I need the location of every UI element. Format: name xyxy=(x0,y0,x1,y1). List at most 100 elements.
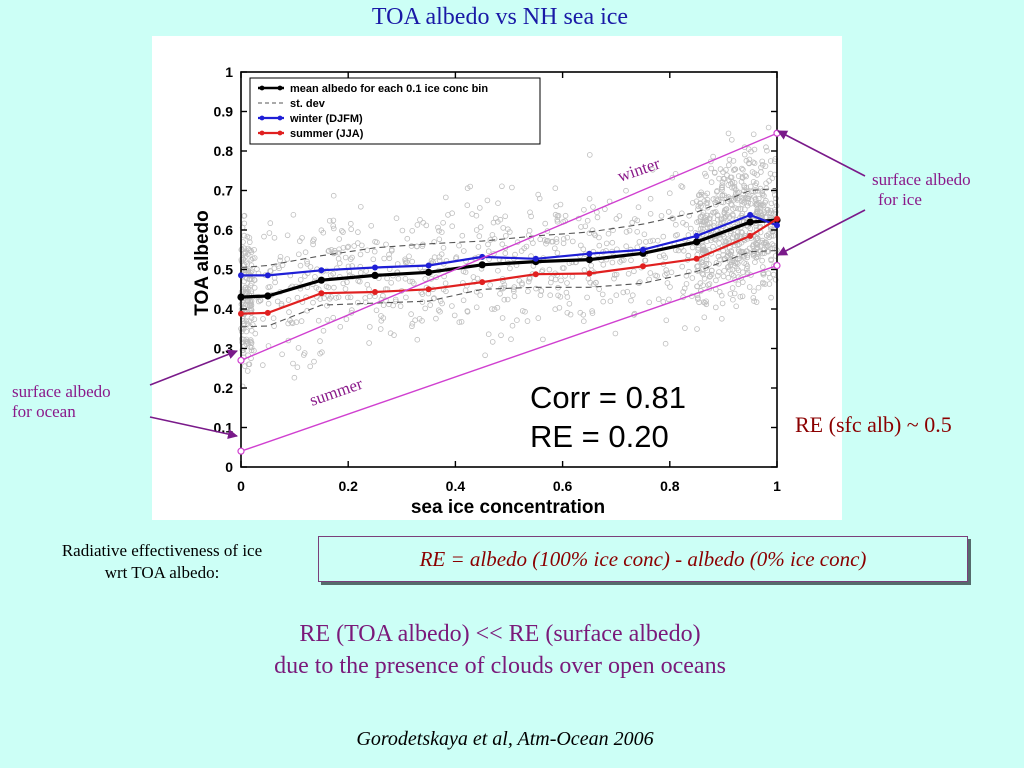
scatter-point xyxy=(717,166,724,172)
legend-label: winter (DJFM) xyxy=(289,113,363,125)
x-tick-label: 0.8 xyxy=(660,478,680,494)
surface-albedo-ice-label: surface albedo for ice xyxy=(872,170,971,210)
scatter-point xyxy=(636,239,643,245)
scatter-point xyxy=(537,236,543,243)
scatter-point xyxy=(557,293,564,300)
scatter-point xyxy=(475,244,482,250)
scatter-point xyxy=(546,266,553,273)
scatter-point xyxy=(428,257,435,264)
scatter-point xyxy=(326,218,333,224)
legend-label: mean albedo for each 0.1 ice conc bin xyxy=(290,83,488,95)
scatter-point xyxy=(689,275,696,281)
scatter-point xyxy=(248,340,255,346)
scatter-point xyxy=(718,184,725,191)
series-line xyxy=(240,217,778,315)
surface-albedo-ocean-label: surface albedo for ocean xyxy=(12,382,111,422)
y-tick-label: 0.2 xyxy=(214,380,234,396)
scatter-point xyxy=(772,209,779,215)
series-point xyxy=(586,250,593,257)
scatter-point xyxy=(399,227,406,234)
scatter-point xyxy=(417,217,423,223)
scatter-point xyxy=(770,228,776,234)
scatter-point xyxy=(358,242,365,249)
scatter-point xyxy=(767,158,774,164)
scatter-point xyxy=(270,315,277,322)
scatter-point xyxy=(620,257,627,263)
series-point xyxy=(371,271,379,279)
scatter-point xyxy=(739,279,746,285)
series-point xyxy=(693,232,700,239)
legend-marker xyxy=(259,85,265,91)
scatter-point xyxy=(290,212,297,218)
scatter-point xyxy=(647,195,654,202)
scatter-point xyxy=(759,264,766,270)
scatter-point xyxy=(355,229,361,235)
scatter-point xyxy=(635,204,642,211)
scatter-point xyxy=(732,166,739,173)
scatter-point xyxy=(419,299,426,305)
scatter-point xyxy=(251,255,258,261)
scatter-point xyxy=(708,179,715,186)
scatter-point xyxy=(325,248,332,255)
scatter-point xyxy=(709,267,715,274)
scatter-point xyxy=(750,159,756,166)
scatter-point xyxy=(685,253,692,259)
scatter-point xyxy=(239,339,246,346)
conclusion-line1: RE (TOA albedo) << RE (surface albedo) xyxy=(299,621,701,647)
scatter-point xyxy=(750,131,757,138)
left-note-line2: wrt TOA albedo: xyxy=(104,563,220,582)
series-point xyxy=(746,218,754,226)
scatter-point xyxy=(349,254,355,261)
scatter-point xyxy=(278,301,285,307)
scatter-point xyxy=(739,293,746,300)
scatter-point xyxy=(624,288,631,295)
scatter-point xyxy=(445,212,451,218)
scatter-point xyxy=(740,197,746,203)
scatter-point xyxy=(340,229,346,235)
scatter-point xyxy=(319,349,325,356)
scatter-point xyxy=(344,279,350,285)
scatter-point xyxy=(340,280,347,287)
scatter-point xyxy=(760,211,766,218)
scatter-point xyxy=(629,219,635,226)
series-point xyxy=(318,267,325,274)
scatter-point xyxy=(680,248,687,254)
scatter-point xyxy=(739,201,745,208)
scatter-point xyxy=(754,251,761,257)
scatter-point xyxy=(435,307,442,314)
scatter-point xyxy=(276,265,282,272)
scatter-point xyxy=(605,230,612,237)
surface-albedo-ocean-line2: for ocean xyxy=(12,402,76,421)
scatter-point xyxy=(345,243,352,250)
scatter-point xyxy=(501,296,508,303)
scatter-point xyxy=(768,200,775,207)
guide-lines xyxy=(237,129,781,455)
scatter-point xyxy=(596,242,603,249)
scatter-point xyxy=(312,274,318,280)
scatter-point xyxy=(502,250,509,257)
scatter-point xyxy=(449,303,455,309)
scatter-point xyxy=(697,201,704,207)
scatter-point xyxy=(307,264,314,270)
scatter-point xyxy=(402,275,409,282)
scatter-point xyxy=(581,207,587,213)
scatter-point xyxy=(250,255,256,262)
scatter-point xyxy=(326,295,333,302)
scatter-point xyxy=(460,248,467,254)
series-line xyxy=(240,249,778,328)
surface-albedo-ocean-line1: surface albedo xyxy=(12,382,111,401)
scatter-point xyxy=(267,283,273,290)
scatter-point xyxy=(752,196,759,202)
scatter-point xyxy=(628,297,634,304)
scatter-point xyxy=(714,216,721,223)
scatter-point xyxy=(409,323,415,330)
scatter-point xyxy=(664,280,671,286)
scatter-point xyxy=(408,243,415,249)
scatter-point xyxy=(284,232,291,239)
scatter-point xyxy=(552,306,558,313)
y-tick-label: 1 xyxy=(225,64,233,80)
scatter-point xyxy=(366,324,373,330)
scatter-point xyxy=(623,229,630,235)
scatter-point xyxy=(502,233,509,239)
